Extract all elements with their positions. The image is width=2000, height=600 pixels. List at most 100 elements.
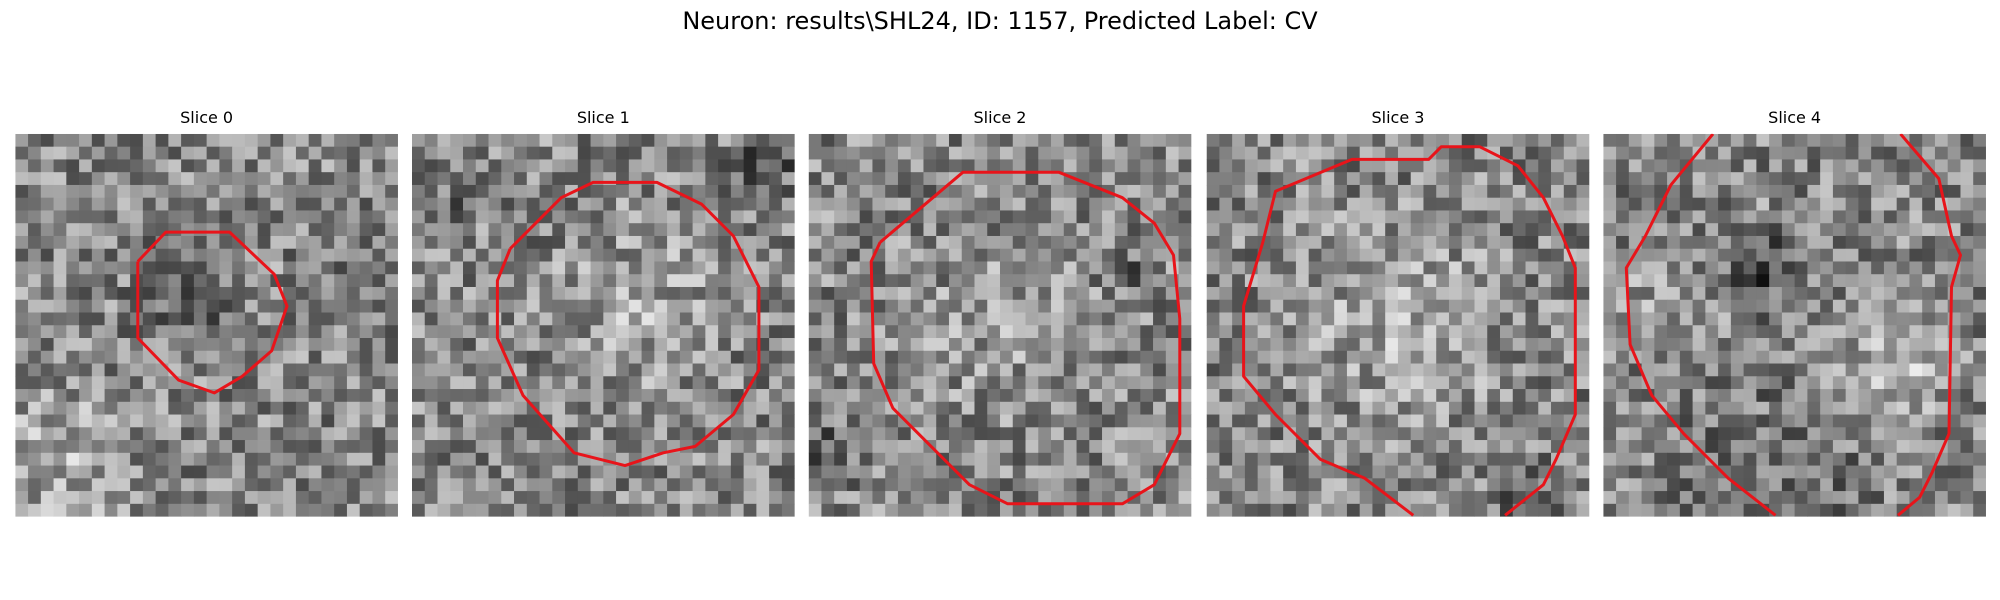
pixel: [1232, 197, 1246, 211]
pixel: [1295, 338, 1310, 352]
pixel: [1487, 261, 1501, 275]
pixel: [1883, 274, 1898, 288]
pixel: [1448, 389, 1463, 403]
pixel: [718, 491, 732, 505]
pixel: [1973, 350, 1986, 364]
pixel: [130, 350, 144, 364]
pixel: [283, 248, 297, 262]
pixel: [1051, 184, 1065, 199]
pixel: [1359, 350, 1373, 364]
pixel: [257, 389, 271, 403]
pixel: [117, 338, 131, 352]
pixel: [1206, 312, 1220, 326]
pixel: [654, 427, 668, 441]
pixel: [910, 338, 924, 352]
pixel: [948, 248, 963, 262]
pixel: [295, 414, 310, 428]
pixel: [168, 274, 182, 288]
pixel: [283, 172, 297, 186]
pixel: [1705, 248, 1719, 262]
pixel: [692, 274, 706, 288]
pixel: [1512, 286, 1526, 301]
pixel: [79, 452, 93, 466]
pixel: [1397, 146, 1412, 160]
pixel: [859, 465, 873, 479]
pixel: [885, 133, 899, 148]
pixel: [1308, 338, 1322, 352]
pixel: [66, 235, 80, 250]
pixel: [1603, 491, 1617, 505]
pixel: [897, 299, 912, 313]
pixel: [897, 465, 912, 479]
pixel: [1270, 465, 1284, 479]
pixel: [1000, 146, 1014, 160]
pixel: [769, 197, 783, 211]
pixel: [1654, 389, 1668, 403]
pixel: [718, 401, 732, 415]
pixel: [885, 427, 899, 441]
pixel: [346, 465, 361, 479]
pixel: [79, 491, 93, 505]
pixel: [104, 312, 118, 326]
pixel: [1436, 376, 1450, 390]
pixel: [692, 427, 706, 441]
pixel: [1178, 452, 1192, 466]
pixel: [692, 248, 706, 262]
pixel: [1845, 286, 1859, 301]
pixel: [590, 389, 604, 403]
pixel: [1960, 312, 1974, 326]
pixel: [1628, 312, 1642, 326]
pixel: [756, 491, 770, 505]
pixel: [450, 363, 464, 377]
pixel: [1140, 427, 1154, 441]
pixel: [1051, 325, 1065, 339]
pixel: [270, 223, 284, 237]
pixel: [1025, 427, 1039, 441]
pixel: [1512, 363, 1526, 377]
pixel: [1960, 325, 1974, 339]
pixel: [1960, 248, 1974, 262]
pixel: [1883, 338, 1898, 352]
pixel: [1102, 172, 1116, 186]
pixel: [1283, 286, 1297, 301]
pixel: [1730, 248, 1745, 262]
pixel: [1114, 350, 1128, 364]
pixel: [808, 427, 822, 441]
pixel: [15, 325, 29, 339]
pixel: [1385, 376, 1399, 390]
pixel: [1667, 133, 1681, 148]
pixel: [1960, 133, 1974, 148]
pixel: [834, 440, 848, 454]
pixel: [654, 133, 668, 148]
pixel: [834, 350, 848, 364]
pixel: [270, 146, 284, 160]
pixel: [1641, 261, 1655, 275]
pixel: [321, 350, 335, 364]
pixel: [1820, 299, 1834, 313]
pixel: [257, 312, 271, 326]
pixel: [219, 389, 233, 403]
pixel: [616, 197, 630, 211]
pixel: [66, 133, 80, 148]
pixel: [1845, 363, 1859, 377]
pixel: [1140, 197, 1154, 211]
pixel: [859, 223, 873, 237]
pixel: [295, 159, 310, 173]
pixel: [424, 401, 438, 415]
pixel: [450, 376, 464, 390]
pixel: [53, 299, 67, 313]
pixel: [1730, 491, 1745, 505]
pixel: [1257, 133, 1271, 148]
pixel: [1960, 286, 1974, 301]
pixel: [1321, 146, 1335, 160]
pixel: [1730, 312, 1745, 326]
pixel: [1563, 325, 1577, 339]
pixel: [616, 312, 630, 326]
pixel: [1165, 389, 1179, 403]
pixel: [1487, 312, 1501, 326]
pixel: [936, 427, 950, 441]
pixel: [961, 440, 975, 454]
pixel: [1165, 363, 1179, 377]
pixel: [1603, 465, 1617, 479]
pixel: [244, 210, 259, 224]
